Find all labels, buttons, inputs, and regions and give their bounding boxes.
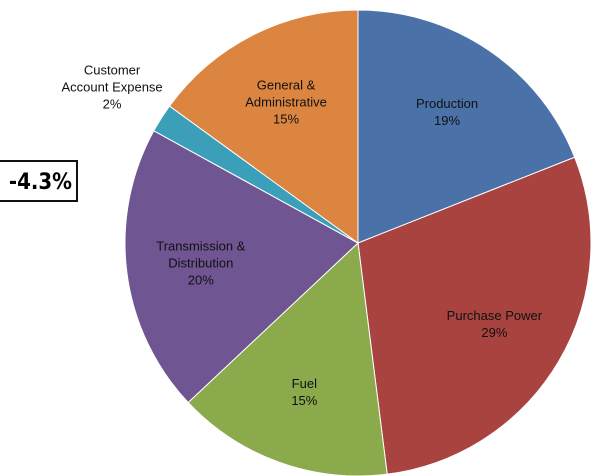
value-label: 15% [273,111,300,127]
value-label: 20% [187,272,214,288]
pie-slice [168,9,359,244]
slice-label: Transmission & Distribution 20% [149,237,253,288]
category-label: General & Administrative [245,77,327,110]
pie-slice [357,9,576,244]
slice-label: General & Administrative 15% [234,76,338,127]
value-label: 19% [434,112,461,128]
annotation: -4.3% [0,160,78,202]
category-label: Customer Account Expense [61,62,163,95]
category-label: Purchase Power [446,307,543,323]
value-label: 15% [291,393,318,409]
pie-slice [124,130,359,404]
value-label: 29% [481,324,508,340]
slice-label: Fuel 15% [252,375,356,409]
pie-slice [357,156,592,475]
category-label: Transmission & Distribution [156,238,246,271]
slice-label: Production 19% [395,95,499,129]
category-label: Production [415,95,479,111]
category-label: Fuel [291,376,317,392]
slice-label: Customer Account Expense 2% [60,61,164,112]
slice-label: Purchase Power 29% [442,307,546,341]
value-label: 2% [102,96,122,112]
